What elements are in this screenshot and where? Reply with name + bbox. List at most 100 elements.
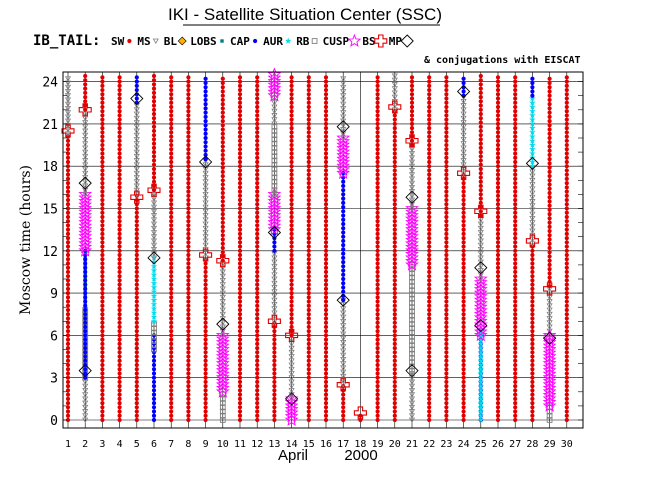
mark-bs-crossing — [543, 282, 557, 296]
mark-bs-crossing — [353, 406, 367, 420]
mark-sw — [444, 142, 449, 148]
mark-sw — [289, 172, 294, 177]
mark-sw — [289, 96, 294, 101]
mark-cusp — [215, 338, 230, 352]
mark-sw — [134, 295, 139, 300]
mark-sw — [100, 371, 105, 376]
mark-sw — [461, 362, 466, 368]
mark-sw — [100, 231, 105, 236]
mark-sw — [65, 388, 71, 393]
mark-sw — [65, 244, 71, 249]
mark-sw — [65, 354, 71, 359]
mark-sw — [392, 286, 397, 291]
mark-sw — [513, 193, 518, 198]
mark-cusp — [542, 345, 557, 359]
mark-sw — [513, 96, 518, 101]
mark-sw — [255, 164, 260, 169]
mark-sw — [151, 137, 157, 142]
mark-sw — [461, 388, 466, 393]
mark-sw — [220, 144, 225, 149]
mark-sw — [564, 210, 569, 215]
mark-rb — [409, 300, 415, 306]
mark-sw — [289, 193, 294, 198]
mark-sw — [513, 181, 518, 186]
mark-cap — [530, 76, 535, 81]
mark-sw — [203, 396, 208, 401]
mark-sw — [203, 265, 208, 270]
mark-rb — [271, 128, 278, 134]
mark-sw — [409, 87, 415, 93]
mark-sw — [478, 141, 483, 146]
mark-cap — [341, 192, 346, 197]
mark-sw — [220, 102, 225, 107]
mark-sw — [306, 193, 311, 198]
mark-cap — [151, 354, 157, 359]
mark-aur — [477, 353, 484, 360]
mark-mp-crossing — [542, 331, 557, 345]
mark-sw — [169, 100, 174, 105]
mark-sw — [323, 333, 329, 338]
mark-sw — [564, 189, 569, 194]
mark-cusp — [542, 377, 557, 391]
mark-aur — [529, 116, 536, 123]
mark-aur — [150, 296, 158, 303]
mark-sw — [461, 312, 466, 317]
mark-sw — [461, 244, 466, 249]
mark-sw — [220, 207, 225, 213]
mark-sw — [65, 155, 71, 160]
mark-sw — [513, 219, 518, 224]
mark-sw — [427, 214, 432, 220]
mark-sw — [237, 223, 243, 228]
mark-sw — [169, 219, 174, 224]
mark-sw — [306, 413, 311, 418]
mark-sw — [478, 73, 483, 79]
mark-sw — [134, 392, 139, 397]
mark-cusp — [267, 197, 282, 211]
mark-cap — [341, 281, 346, 286]
mark-cap — [151, 400, 157, 406]
mark-sw — [117, 371, 122, 376]
mark-sw — [444, 155, 449, 160]
mark-sw — [117, 223, 122, 228]
mark-aur — [477, 399, 484, 406]
mark-sw — [513, 109, 518, 114]
mark-aur — [150, 279, 158, 286]
mark-sw — [134, 367, 139, 372]
mark-sw — [530, 371, 535, 376]
mark-sw — [203, 405, 208, 410]
mark-sw — [564, 333, 569, 338]
mark-sw — [203, 282, 208, 287]
mark-sw — [478, 128, 483, 134]
mark-sw — [427, 126, 432, 131]
mark-sw — [323, 341, 329, 346]
mark-sw — [392, 413, 397, 418]
mark-sw — [220, 135, 225, 141]
mark-sw — [375, 113, 380, 118]
mark-sw — [255, 324, 260, 330]
mark-sw — [134, 324, 139, 330]
mark-cusp — [78, 236, 93, 250]
mark-sw — [564, 206, 569, 211]
mark-sw — [255, 362, 260, 368]
mark-sw — [341, 417, 346, 423]
mark-sw — [323, 291, 329, 296]
mark-sw — [306, 350, 311, 355]
mark-mp-crossing — [198, 155, 213, 169]
mark-sw — [427, 333, 432, 338]
mark-aur — [150, 262, 158, 270]
mark-cap — [341, 209, 346, 214]
mark-cusp — [267, 211, 282, 225]
mark-cap — [341, 268, 346, 273]
mark-sw — [65, 202, 71, 207]
mark-rb — [271, 161, 278, 168]
mark-sw — [100, 121, 105, 126]
mark-cap — [341, 221, 346, 227]
mark-sw — [151, 128, 157, 134]
mark-sw — [100, 299, 105, 304]
mark-sw — [186, 350, 191, 355]
mark-cap — [83, 248, 88, 253]
mark-sw — [513, 168, 518, 173]
mark-sw — [392, 231, 397, 236]
mark-sw — [341, 409, 346, 414]
mark-cusp — [215, 377, 230, 391]
